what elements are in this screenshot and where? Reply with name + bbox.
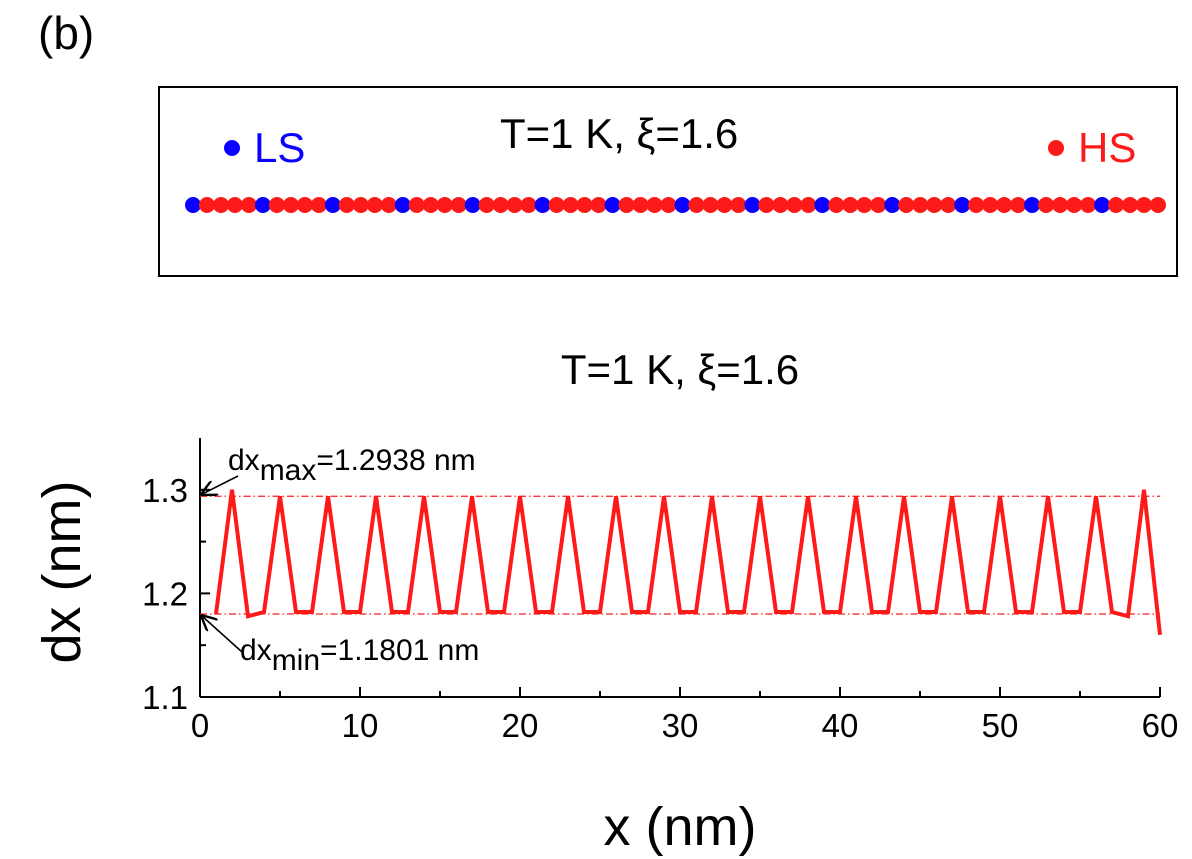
hs-site bbox=[212, 197, 229, 213]
x-tick-label: 40 bbox=[822, 707, 859, 744]
panel-label: (b) bbox=[38, 7, 95, 59]
legend-hs-label: HS bbox=[1078, 124, 1137, 171]
hs-site bbox=[548, 197, 565, 213]
hs-site bbox=[786, 197, 803, 213]
x-tick-label: 30 bbox=[662, 707, 699, 744]
hs-site bbox=[436, 197, 453, 213]
hs-site bbox=[870, 197, 887, 213]
hs-site bbox=[310, 197, 327, 213]
hs-site bbox=[716, 197, 733, 213]
hs-site bbox=[506, 197, 523, 213]
hs-site bbox=[408, 197, 425, 213]
hs-site bbox=[1122, 197, 1139, 213]
hs-site bbox=[590, 197, 607, 213]
hs-site bbox=[688, 197, 705, 213]
ls-site bbox=[464, 197, 481, 213]
hs-site bbox=[982, 197, 999, 213]
dx-max-arrow bbox=[202, 475, 239, 494]
hs-site bbox=[1080, 197, 1097, 213]
ls-site bbox=[744, 197, 761, 213]
ls-site bbox=[884, 197, 901, 213]
hs-dot-icon bbox=[1048, 140, 1064, 156]
hs-site bbox=[1052, 197, 1069, 213]
hs-site bbox=[1108, 197, 1125, 213]
x-tick-label: 0 bbox=[191, 707, 209, 744]
hs-site bbox=[730, 197, 747, 213]
hs-site bbox=[772, 197, 789, 213]
hs-site bbox=[968, 197, 985, 213]
hs-site bbox=[996, 197, 1013, 213]
hs-site bbox=[576, 197, 593, 213]
hs-site bbox=[646, 197, 663, 213]
hs-site bbox=[632, 197, 649, 213]
y-tick-label: 1.1 bbox=[142, 679, 188, 716]
hs-site bbox=[912, 197, 929, 213]
ls-site bbox=[254, 197, 271, 213]
hs-site bbox=[198, 197, 215, 213]
y-axis-title: dx (nm) bbox=[32, 480, 92, 663]
hs-site bbox=[856, 197, 873, 213]
dx-min-arrow bbox=[202, 616, 243, 653]
ls-site bbox=[814, 197, 831, 213]
legend-ls-label: LS bbox=[254, 124, 306, 171]
hs-site bbox=[240, 197, 257, 213]
hs-site bbox=[800, 197, 817, 213]
hs-site bbox=[660, 197, 677, 213]
hs-site bbox=[898, 197, 915, 213]
hs-site bbox=[520, 197, 537, 213]
ls-site bbox=[604, 197, 621, 213]
hs-site bbox=[492, 197, 509, 213]
hs-site bbox=[352, 197, 369, 213]
hs-site bbox=[1038, 197, 1055, 213]
ls-site bbox=[1024, 197, 1041, 213]
hs-site bbox=[940, 197, 957, 213]
ls-site bbox=[674, 197, 691, 213]
hs-site bbox=[1066, 197, 1083, 213]
ls-site bbox=[185, 197, 201, 213]
hs-site bbox=[478, 197, 495, 213]
hs-site bbox=[1010, 197, 1027, 213]
ls-site bbox=[534, 197, 551, 213]
x-tick-label: 20 bbox=[502, 707, 539, 744]
x-tick-label: 10 bbox=[342, 707, 379, 744]
hs-site bbox=[618, 197, 635, 213]
ls-site bbox=[324, 197, 341, 213]
hs-site bbox=[828, 197, 845, 213]
spin-chain-panel: T=1 K, ξ=1.6 LS HS bbox=[158, 86, 1178, 277]
hs-site bbox=[562, 197, 579, 213]
x-tick-label: 60 bbox=[1142, 707, 1179, 744]
hs-site bbox=[758, 197, 775, 213]
legend-hs: HS bbox=[1048, 124, 1136, 172]
ls-site bbox=[1094, 197, 1111, 213]
hs-site bbox=[450, 197, 467, 213]
y-tick-label: 1.3 bbox=[142, 472, 188, 509]
hs-site bbox=[366, 197, 383, 213]
spin-chain bbox=[185, 197, 1166, 213]
hs-site bbox=[268, 197, 285, 213]
dx-max-annotation: dxmax=1.2938 nm bbox=[228, 444, 476, 487]
chain-title: T=1 K, ξ=1.6 bbox=[500, 110, 739, 157]
x-axis-title: x (nm) bbox=[604, 797, 757, 857]
hs-site bbox=[926, 197, 943, 213]
hs-site bbox=[338, 197, 355, 213]
ls-site bbox=[394, 197, 411, 213]
hs-site bbox=[1136, 197, 1153, 213]
hs-site bbox=[226, 197, 243, 213]
x-tick-label: 50 bbox=[982, 707, 1019, 744]
hs-site bbox=[282, 197, 299, 213]
dx-series-line bbox=[214, 489, 1162, 636]
legend-ls: LS bbox=[224, 124, 305, 172]
hs-site bbox=[296, 197, 313, 213]
hs-site bbox=[702, 197, 719, 213]
y-tick-label: 1.2 bbox=[142, 575, 188, 612]
ls-site bbox=[954, 197, 971, 213]
chart-title: T=1 K, ξ=1.6 bbox=[561, 346, 799, 393]
hs-site bbox=[422, 197, 439, 213]
ls-dot-icon bbox=[224, 140, 240, 156]
hs-site bbox=[842, 197, 859, 213]
dx-min-annotation: dxmin=1.1801 nm bbox=[240, 634, 479, 677]
hs-site bbox=[1150, 197, 1166, 213]
hs-site bbox=[380, 197, 397, 213]
